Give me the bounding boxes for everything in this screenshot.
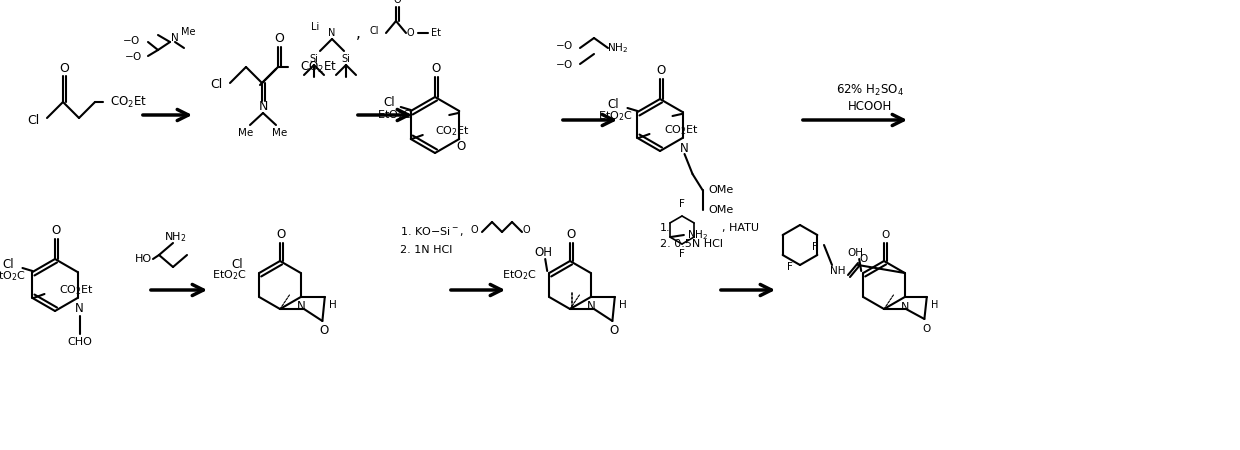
Text: N: N [258, 100, 268, 113]
Text: Cl: Cl [608, 98, 619, 111]
Text: EtO$_2$C: EtO$_2$C [212, 268, 247, 282]
Text: $-$O: $-$O [554, 39, 573, 51]
Text: 62% H$_2$SO$_4$: 62% H$_2$SO$_4$ [836, 82, 904, 98]
Text: OMe: OMe [708, 205, 733, 215]
Text: ,: , [356, 26, 361, 40]
Text: F: F [680, 199, 684, 209]
Text: N: N [900, 302, 909, 312]
Text: OH: OH [534, 247, 552, 260]
Text: O: O [274, 32, 284, 45]
Text: OMe: OMe [708, 185, 733, 195]
Text: O: O [51, 225, 61, 238]
Text: NH: NH [831, 266, 846, 276]
Text: O: O [393, 0, 401, 5]
Text: CHO: CHO [67, 337, 92, 347]
Text: Me: Me [238, 128, 254, 138]
Text: O: O [60, 62, 69, 75]
Text: CO$_2$Et: CO$_2$Et [110, 94, 148, 109]
Text: 1. KO$-$Si$^-$,: 1. KO$-$Si$^-$, [401, 225, 464, 238]
Text: CO$_2$Et: CO$_2$Et [60, 283, 94, 297]
Text: 2. 1N HCl: 2. 1N HCl [401, 245, 453, 255]
Text: N: N [329, 28, 336, 38]
Text: Cl: Cl [210, 78, 222, 91]
Text: Me: Me [181, 27, 195, 37]
Text: O: O [656, 64, 666, 77]
Text: N: N [76, 302, 84, 315]
Text: O: O [880, 230, 889, 240]
Text: NH$_2$: NH$_2$ [687, 228, 708, 242]
Text: $-$O: $-$O [122, 34, 140, 46]
Text: Cl: Cl [232, 258, 243, 271]
Text: $-$O: $-$O [124, 50, 143, 62]
Text: EtO$_2$C: EtO$_2$C [598, 109, 632, 123]
Text: 1.: 1. [660, 223, 671, 233]
Text: O: O [277, 229, 285, 242]
Text: Cl: Cl [2, 257, 15, 270]
Text: N: N [681, 141, 689, 154]
Text: 2. 0.5N HCl: 2. 0.5N HCl [660, 239, 723, 249]
Text: CO$_2$Et: CO$_2$Et [435, 124, 470, 138]
Text: O: O [407, 28, 414, 38]
Text: H: H [329, 300, 336, 310]
Text: CO$_2$Et: CO$_2$Et [300, 59, 337, 75]
Text: OH: OH [847, 248, 863, 258]
Text: N: N [296, 301, 305, 314]
Text: EtO$_2$C: EtO$_2$C [377, 108, 412, 122]
Text: EtO$_2$C: EtO$_2$C [0, 269, 26, 283]
Text: HO: HO [134, 254, 151, 264]
Text: H: H [619, 300, 626, 310]
Text: Me: Me [273, 128, 288, 138]
Text: HCOOH: HCOOH [848, 99, 892, 112]
Text: O: O [456, 140, 466, 153]
Text: Cl: Cl [370, 26, 379, 36]
Text: Et: Et [432, 28, 441, 38]
Text: Cl: Cl [383, 96, 394, 109]
Text: $-$O: $-$O [554, 58, 573, 70]
Text: Si: Si [310, 54, 319, 64]
Text: O: O [320, 324, 329, 338]
Text: O: O [859, 254, 868, 264]
Text: O: O [923, 324, 930, 334]
Text: Si: Si [341, 54, 351, 64]
Text: CO$_2$Et: CO$_2$Et [663, 123, 699, 137]
Text: F: F [787, 262, 792, 272]
Text: , HATU: , HATU [722, 223, 759, 233]
Text: NH$_2$: NH$_2$ [164, 230, 186, 244]
Text: O: O [610, 324, 619, 338]
Text: O: O [522, 225, 529, 235]
Text: N: N [587, 301, 595, 314]
Text: N: N [171, 33, 179, 43]
Text: F: F [812, 242, 818, 252]
Text: O: O [567, 229, 575, 242]
Text: H: H [931, 300, 939, 310]
Text: F: F [680, 249, 684, 259]
Text: Cl: Cl [27, 113, 40, 126]
Text: NH$_2$: NH$_2$ [608, 41, 629, 55]
Text: O: O [432, 63, 440, 76]
Text: EtO$_2$C: EtO$_2$C [502, 268, 537, 282]
Text: Li: Li [311, 22, 319, 32]
Text: O: O [470, 225, 477, 235]
